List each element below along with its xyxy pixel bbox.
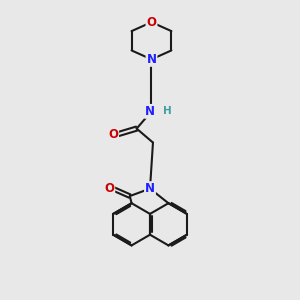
Text: N: N xyxy=(146,53,157,66)
Text: O: O xyxy=(104,182,114,195)
Text: O: O xyxy=(108,128,118,141)
Text: H: H xyxy=(164,106,172,116)
Text: O: O xyxy=(146,16,157,29)
Text: N: N xyxy=(145,105,155,118)
Text: N: N xyxy=(145,182,155,195)
